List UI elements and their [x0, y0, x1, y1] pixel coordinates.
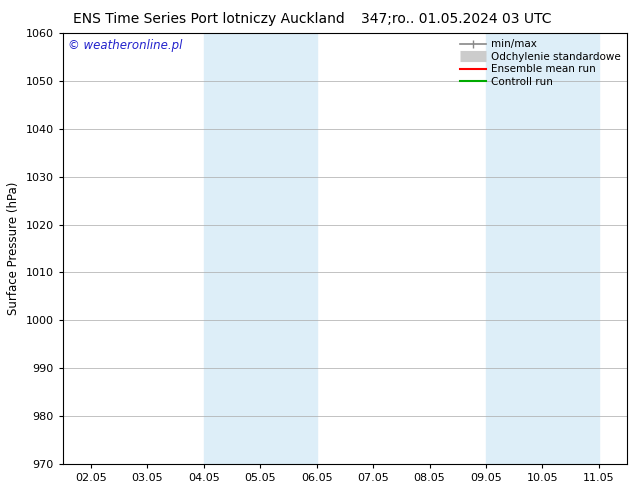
Text: © weatheronline.pl: © weatheronline.pl — [68, 40, 183, 52]
Y-axis label: Surface Pressure (hPa): Surface Pressure (hPa) — [7, 182, 20, 315]
Text: 347;ro.. 01.05.2024 03 UTC: 347;ro.. 01.05.2024 03 UTC — [361, 12, 552, 26]
Bar — [486, 33, 599, 464]
Text: ENS Time Series Port lotniczy Auckland: ENS Time Series Port lotniczy Auckland — [74, 12, 345, 26]
Bar — [204, 33, 316, 464]
Legend: min/max, Odchylenie standardowe, Ensemble mean run, Controll run: min/max, Odchylenie standardowe, Ensembl… — [456, 35, 625, 91]
